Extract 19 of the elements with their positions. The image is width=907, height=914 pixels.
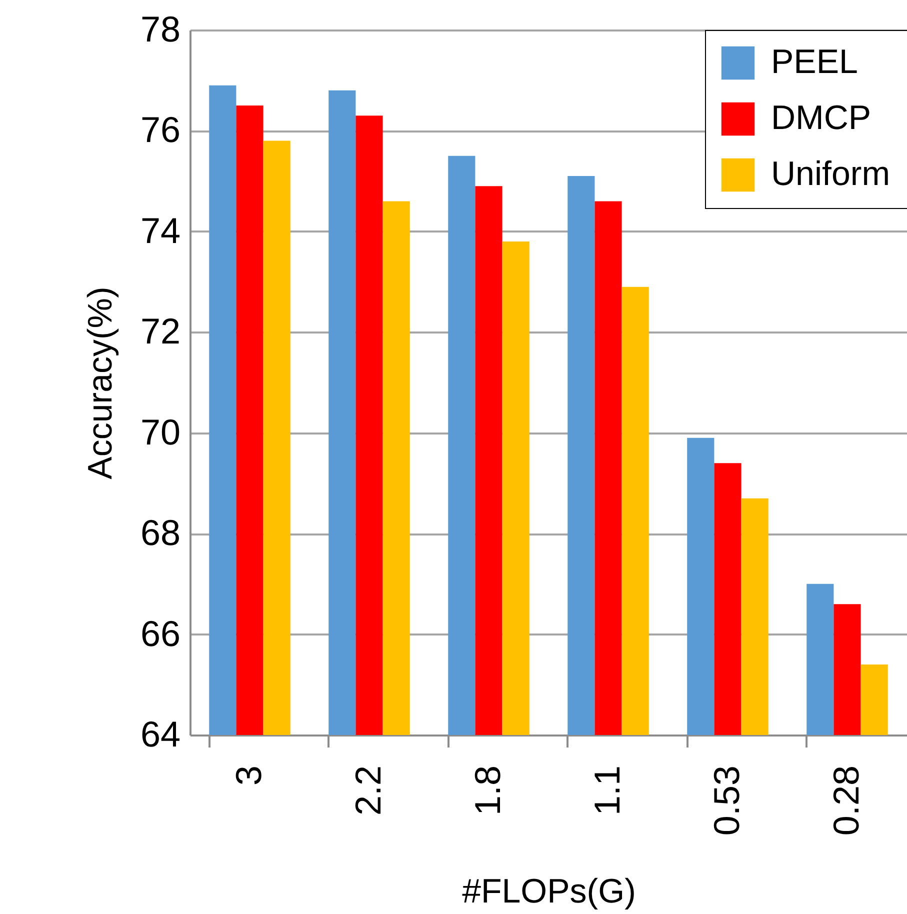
x-tick-label: 2.2 [347, 766, 388, 816]
x-axis-title: #FLOPs(G) [462, 872, 636, 911]
x-tick-label: 0.28 [825, 766, 866, 836]
x-tick-label: 1.8 [466, 766, 508, 816]
x-tick-label: 1.1 [586, 766, 628, 816]
y-axis-title: Accuracy(%) [81, 286, 120, 480]
y-tick-label: 72 [140, 310, 180, 352]
x-tick-label: 3 [228, 766, 269, 786]
legend-label: DMCP [771, 99, 872, 137]
legend-label: PEEL [771, 43, 858, 81]
y-tick-label: 76 [140, 109, 180, 150]
y-tick-label: 78 [140, 8, 180, 50]
x-tick-label: 0.53 [706, 766, 747, 836]
y-tick-label: 66 [140, 612, 180, 654]
legend-label: Uniform [771, 155, 890, 193]
y-tick-label: 74 [140, 210, 180, 251]
y-tick-label: 68 [140, 512, 180, 554]
y-tick-label: 70 [140, 411, 180, 452]
y-tick-label: 64 [140, 714, 180, 754]
